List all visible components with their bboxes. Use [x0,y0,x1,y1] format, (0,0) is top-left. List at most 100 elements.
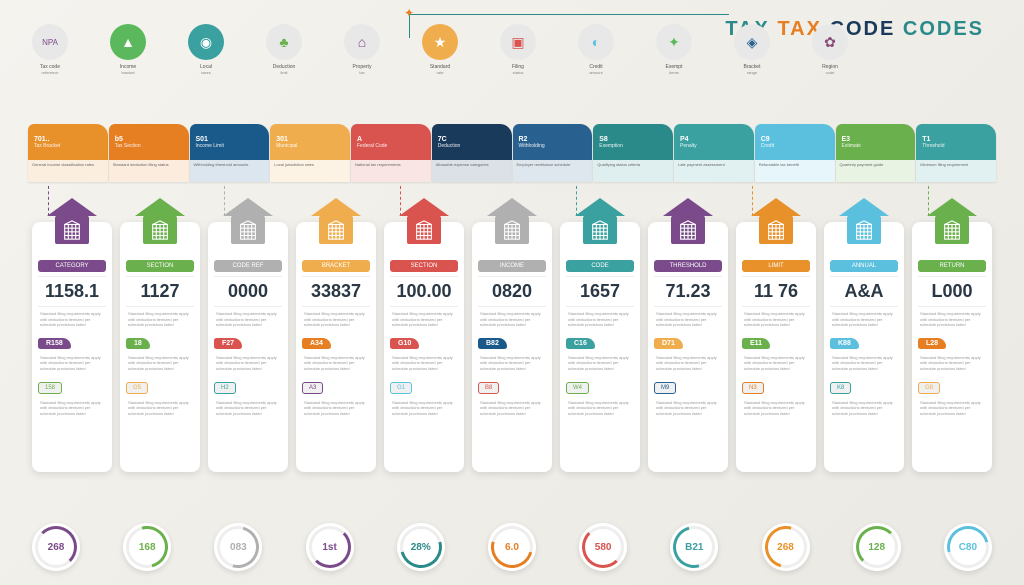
bottom-stat-4: 28% [397,523,445,571]
tab-code: S8 [599,136,667,143]
tab-label: Exemption [599,143,667,149]
bottom-stat-1: 168 [123,523,171,571]
tab-code: 301 [276,136,344,143]
tab-code: T1 [922,136,990,143]
top-icon-sub: tax [359,70,364,75]
tax-card-1: SECTION 1127 Standard filing requirement… [120,222,200,472]
ring-icon [309,526,351,568]
tab-label: Municipal [276,143,344,149]
card-text-3: Standard filing requirements apply with … [208,396,288,421]
top-icon-circle: ✦ [656,24,692,60]
ring-icon [856,526,898,568]
top-icon-4: ⌂ Property tax [340,24,384,75]
card-text: Standard filing requirements apply with … [208,307,288,332]
top-icon-7: ◐ Credit amount [574,24,618,75]
card-footer-badge: B8 [478,382,499,394]
card-text: Standard filing requirements apply with … [32,307,112,332]
tab-header: 701.. Tax Bracket [28,124,108,160]
card-header: CODE [566,260,634,272]
card-text-3: Standard filing requirements apply with … [912,396,992,421]
card-footer-badge: N3 [742,382,764,394]
building-icon [47,198,97,246]
card-text: Standard filing requirements apply with … [472,307,552,332]
card-value: A&A [830,276,898,307]
top-icon-circle: ◈ [734,24,770,60]
tab-label: Federal Code [357,143,425,149]
card-text-2: Standard filing requirements apply with … [824,351,904,376]
tab-6: R2 Withholding Employer remittance sched… [513,124,593,182]
tab-1: b5 Tax Section Standard deduction filing… [109,124,189,182]
tab-7: S8 Exemption Qualifying status criteria [593,124,673,182]
card-badge: F27 [214,338,242,349]
ring-icon [939,518,996,575]
card-header: BRACKET [302,260,370,272]
card-text: Standard filing requirements apply with … [296,307,376,332]
tabs-row: 701.. Tax Bracket General income classif… [28,124,996,182]
card-badge: D71 [654,338,683,349]
tab-code: b5 [115,136,183,143]
tab-5: 7C Deduction Allowable expense categorie… [432,124,512,182]
top-icon-circle: ▣ [500,24,536,60]
card-footer-badge: G5 [126,382,148,394]
ring-icon [210,518,267,575]
top-icon-row: NPA Tax code reference ▲ Income bracket … [28,24,852,75]
card-text-2: Standard filing requirements apply with … [208,351,288,376]
tab-code: 7C [438,136,506,143]
tab-header: S01 Income Limit [190,124,270,160]
top-icon-circle: ♣ [266,24,302,60]
tab-8: P4 Penalty Late payment assessment [674,124,754,182]
connector-line [928,186,929,216]
cards-row: CATEGORY 1158.1 Standard filing requirem… [32,222,992,472]
bottom-stat-3: 1st [306,523,354,571]
tab-desc: Qualifying status criteria [593,160,673,182]
card-value: 1158.1 [38,276,106,307]
card-text-3: Standard filing requirements apply with … [560,396,640,421]
card-badge: C16 [566,338,595,349]
card-text-2: Standard filing requirements apply with … [912,351,992,376]
tax-card-10: RETURN L000 Standard filing requirements… [912,222,992,472]
tab-label: Threshold [922,143,990,149]
tab-desc: Withholding threshold amounts [190,160,270,182]
building-icon [839,198,889,246]
card-badge: R158 [38,338,71,349]
connector-line [576,186,577,216]
tab-header: E3 Estimate [836,124,916,160]
top-icon-0: NPA Tax code reference [28,24,72,75]
card-badge: L28 [918,338,946,349]
tax-card-6: CODE 1657 Standard filing requirements a… [560,222,640,472]
top-icon-circle: ◉ [188,24,224,60]
card-header: RETURN [918,260,986,272]
card-text-3: Standard filing requirements apply with … [736,396,816,421]
tab-desc: Minimum filing requirement [916,160,996,182]
card-text-3: Standard filing requirements apply with … [120,396,200,421]
tab-desc: Local jurisdiction rates [270,160,350,182]
card-text: Standard filing requirements apply with … [736,307,816,332]
card-value: L000 [918,276,986,307]
top-icon-circle: ▲ [110,24,146,60]
ring-icon [119,518,176,575]
connector-line [752,186,753,216]
building-icon [135,198,185,246]
card-footer-badge: 158 [38,382,62,394]
tab-code: E3 [842,136,910,143]
card-text-2: Standard filing requirements apply with … [296,351,376,376]
card-text-3: Standard filing requirements apply with … [648,396,728,421]
top-icon-5: ★ Standard rate [418,24,462,75]
connector-line [400,186,401,216]
tab-label: Tax Section [115,143,183,149]
ring-icon [582,526,624,568]
tab-10: E3 Estimate Quarterly payment guide [836,124,916,182]
tab-header: R2 Withholding [513,124,593,160]
card-text-3: Standard filing requirements apply with … [824,396,904,421]
card-badge: 18 [126,338,150,349]
top-icon-6: ▣ Filing status [496,24,540,75]
tab-label: Deduction [438,143,506,149]
card-text-2: Standard filing requirements apply with … [472,351,552,376]
tax-card-0: CATEGORY 1158.1 Standard filing requirem… [32,222,112,472]
tax-card-3: BRACKET 33837 Standard filing requiremen… [296,222,376,472]
tax-card-2: CODE REF 0000 Standard filing requiremen… [208,222,288,472]
ring-icon [757,518,814,575]
tab-desc: National tax requirements [351,160,431,182]
tax-card-5: INCOME 0820 Standard filing requirements… [472,222,552,472]
card-header: SECTION [390,260,458,272]
